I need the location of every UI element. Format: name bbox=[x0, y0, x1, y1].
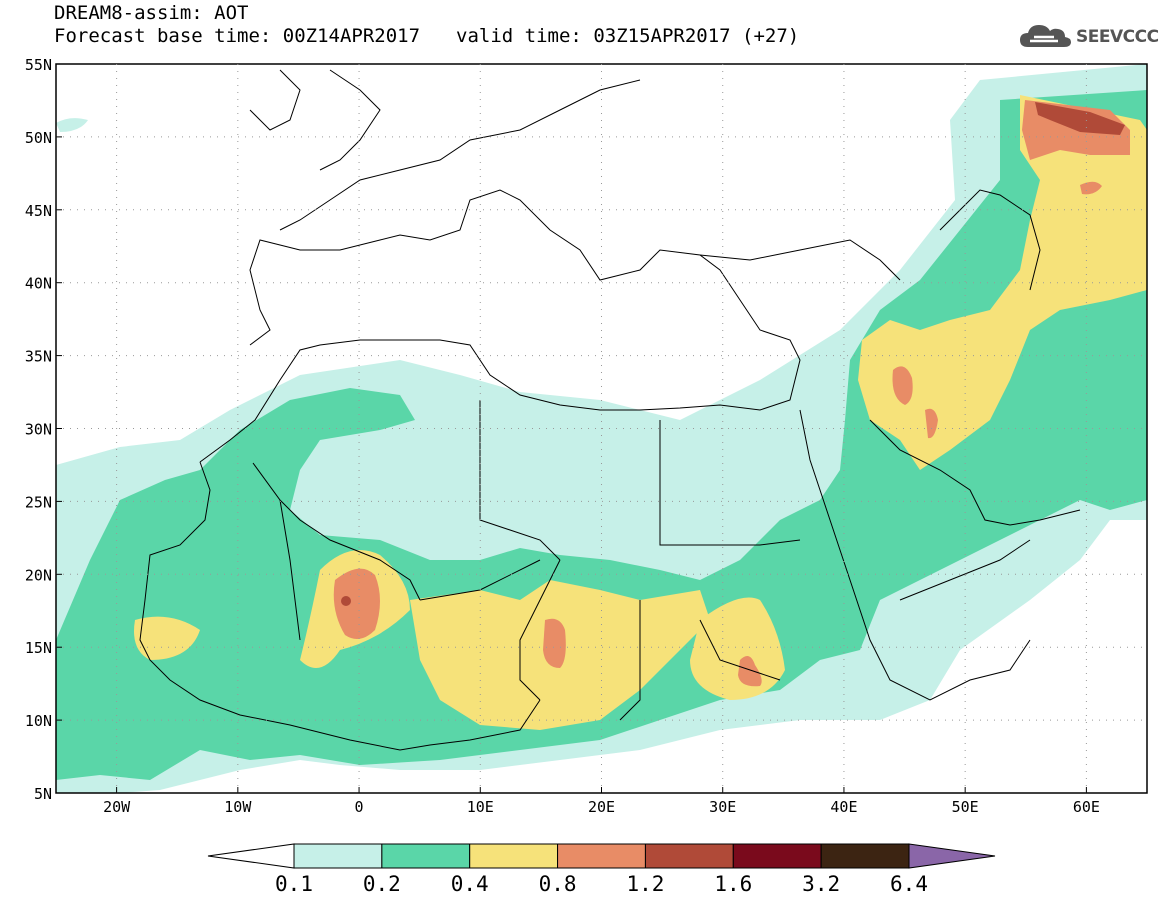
base-time: Forecast base time: 00Z14APR2017 bbox=[54, 25, 421, 47]
lat-label: 40N bbox=[25, 275, 52, 293]
colorbar-tick-label: 0.8 bbox=[539, 872, 577, 896]
colorbar-tick-label: 1.2 bbox=[626, 872, 664, 896]
lon-label: 20W bbox=[103, 798, 131, 816]
colorbar-segment bbox=[381, 843, 471, 869]
latitude-labels: 55N 50N 45N 40N 35N 30N 25N 20N 15N 10N 5N bbox=[25, 56, 52, 803]
colorbar-tick-label: 0.4 bbox=[451, 872, 489, 896]
colorbar bbox=[207, 843, 996, 869]
colorbar-segment bbox=[820, 843, 910, 869]
time-info: Forecast base time: 00Z14APR2017 valid ti… bbox=[54, 25, 799, 47]
colorbar-tick-label: 0.2 bbox=[363, 872, 401, 896]
colorbar-tick-label: 0.1 bbox=[275, 872, 313, 896]
lat-label: 5N bbox=[34, 785, 52, 803]
lon-label: 10E bbox=[467, 798, 494, 816]
lat-label: 50N bbox=[25, 129, 52, 147]
map-title: DREAM8-assim: AOT bbox=[54, 2, 249, 24]
lat-label: 15N bbox=[25, 639, 52, 657]
lat-label: 10N bbox=[25, 712, 52, 730]
lon-label: 20E bbox=[588, 798, 615, 816]
lon-label: 10W bbox=[224, 798, 252, 816]
colorbar-tick-label: 6.4 bbox=[890, 872, 928, 896]
lon-label: 0 bbox=[355, 798, 364, 816]
colorbar-tick-labels: 0.1 0.2 0.4 0.8 1.2 1.6 3.2 6.4 bbox=[275, 872, 928, 896]
lon-label: 30E bbox=[709, 798, 736, 816]
lon-label: 50E bbox=[952, 798, 979, 816]
cloud-icon bbox=[1018, 21, 1072, 53]
lat-label: 55N bbox=[25, 56, 52, 74]
coastlines bbox=[139, 69, 1081, 751]
colorbar-tick-label: 1.6 bbox=[714, 872, 752, 896]
logo-text: SEEVCCC bbox=[1076, 27, 1159, 47]
lat-label: 30N bbox=[25, 421, 52, 439]
colorbar-segment bbox=[293, 843, 383, 869]
colorbar-under-arrow bbox=[207, 843, 295, 869]
colorbar-segment bbox=[644, 843, 734, 869]
colorbar-tick-label: 3.2 bbox=[802, 872, 840, 896]
colorbar-over-arrow bbox=[908, 843, 996, 869]
lat-label: 20N bbox=[25, 566, 52, 584]
longitude-labels: 20W 10W 0 10E 20E 30E 40E 50E 60E bbox=[103, 798, 1100, 816]
lat-label: 45N bbox=[25, 202, 52, 220]
lat-label: 35N bbox=[25, 348, 52, 366]
colorbar-segment bbox=[469, 843, 559, 869]
lon-label: 60E bbox=[1073, 798, 1100, 816]
gridlines bbox=[56, 63, 1147, 794]
colorbar-segment bbox=[732, 843, 822, 869]
colorbar-segment bbox=[557, 843, 646, 869]
lon-label: 40E bbox=[830, 798, 857, 816]
seevccc-logo: SEEVCCC bbox=[1018, 22, 1159, 52]
valid-time: valid time: 03Z15APR2017 (+27) bbox=[456, 25, 800, 47]
lat-label: 25N bbox=[25, 493, 52, 511]
